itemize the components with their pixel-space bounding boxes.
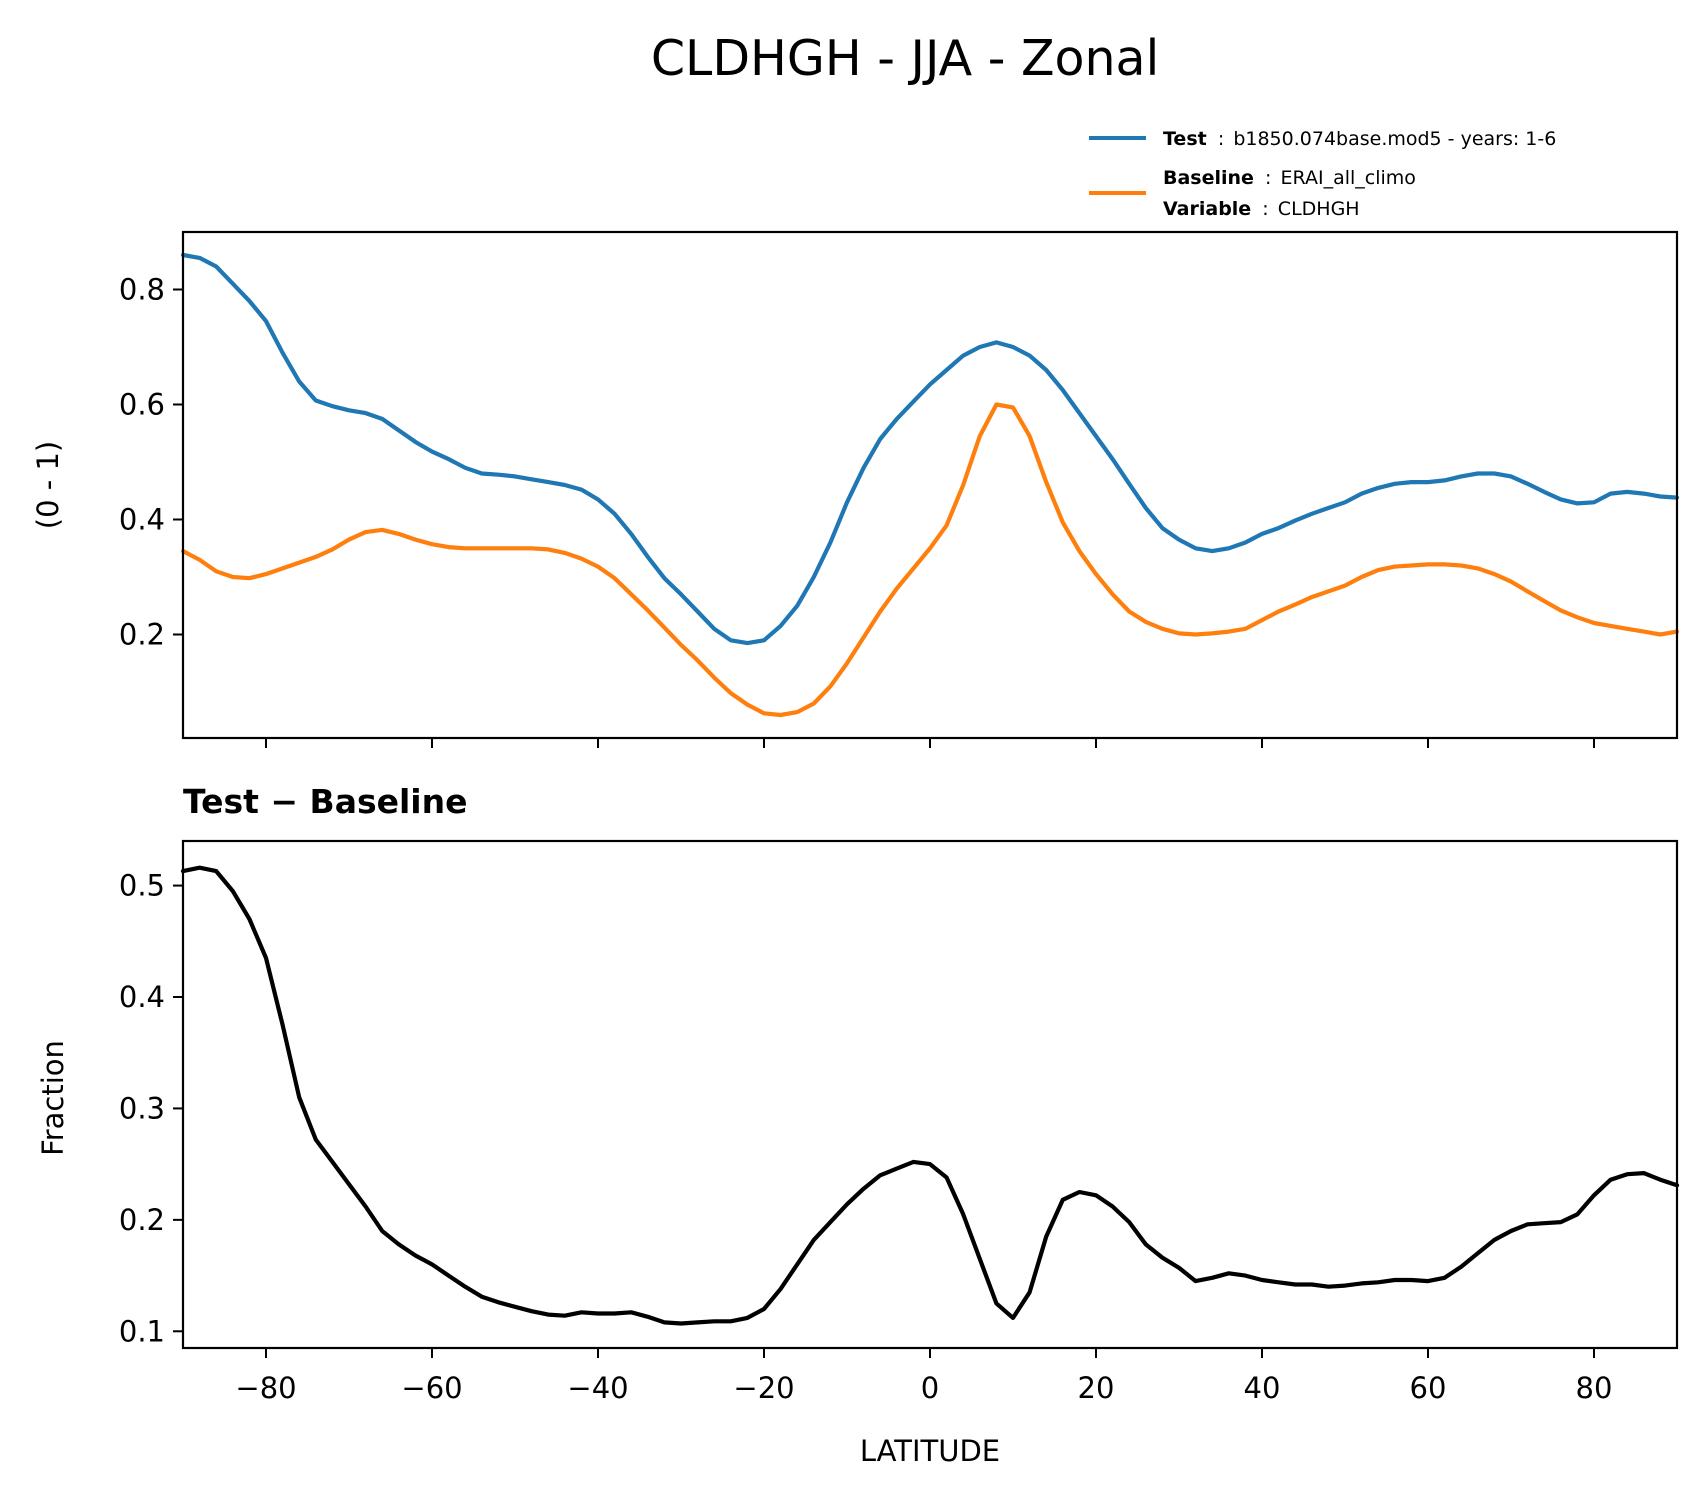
y-tick-label: 0.3 xyxy=(119,1091,165,1125)
legend-test-key: Test xyxy=(1163,128,1207,150)
bottom-series-layer xyxy=(180,865,1680,1326)
figure-title: CLDHGH - JJA - Zonal xyxy=(651,30,1159,87)
bottom-x-axis: −80 −60 −40 −20 0 20 40 60 80 xyxy=(235,1348,1612,1405)
difference-panel-title: Test − Baseline xyxy=(183,782,468,821)
x-tick-label: −60 xyxy=(401,1371,462,1405)
legend-baseline-separator: : xyxy=(1265,167,1271,189)
legend-variable-key: Variable xyxy=(1163,198,1251,220)
series-line-test xyxy=(180,252,1680,646)
y-tick-label: 0.1 xyxy=(119,1314,165,1348)
x-tick-label: −20 xyxy=(733,1371,794,1405)
legend-baseline-value: ERAI_all_climo xyxy=(1281,167,1416,189)
legend-baseline-entry: Baseline : ERAI_all_climo xyxy=(1163,167,1416,189)
x-tick-label: −80 xyxy=(235,1371,296,1405)
top-x-axis xyxy=(265,738,1595,748)
top-y-axis: 0.2 0.4 0.6 0.8 xyxy=(119,273,183,652)
legend-test-separator: : xyxy=(1218,128,1224,150)
y-tick-label: 0.4 xyxy=(119,503,165,537)
legend: Test : b1850.074base.mod5 - years: 1-6 B… xyxy=(1089,128,1556,220)
series-line-test-baseline xyxy=(180,865,1680,1326)
top-panel: 0.2 0.4 0.6 0.8 (0 - 1) xyxy=(31,230,1680,748)
x-axis-label: LATITUDE xyxy=(860,1434,1000,1468)
y-tick-label: 0.5 xyxy=(119,869,165,903)
top-series-layer xyxy=(180,252,1680,718)
top-y-axis-label: (0 - 1) xyxy=(31,441,65,529)
x-tick-label: 0 xyxy=(921,1371,939,1405)
x-tick-label: 40 xyxy=(1244,1371,1281,1405)
y-tick-label: 0.2 xyxy=(119,1203,165,1237)
legend-baseline-key: Baseline xyxy=(1163,167,1254,189)
y-tick-label: 0.6 xyxy=(119,388,165,422)
x-tick-label: 20 xyxy=(1078,1371,1115,1405)
bottom-y-axis: 0.1 0.2 0.3 0.4 0.5 xyxy=(119,869,183,1348)
y-tick-label: 0.4 xyxy=(119,980,165,1014)
legend-variable-entry: Variable : CLDHGH xyxy=(1163,198,1360,220)
x-tick-label: 80 xyxy=(1576,1371,1613,1405)
bottom-panel: Test − Baseline 0.1 0.2 0.3 0.4 0.5 −80 −60 −4… xyxy=(36,782,1680,1468)
y-tick-label: 0.2 xyxy=(119,618,165,652)
bottom-y-axis-label: Fraction xyxy=(36,1040,70,1156)
legend-variable-separator: : xyxy=(1262,198,1268,220)
legend-test-value: b1850.074base.mod5 - years: 1-6 xyxy=(1233,128,1556,150)
x-tick-label: −40 xyxy=(567,1371,628,1405)
y-tick-label: 0.8 xyxy=(119,273,165,307)
series-line-baseline xyxy=(180,402,1680,718)
legend-variable-value: CLDHGH xyxy=(1278,198,1360,220)
x-tick-label: 60 xyxy=(1410,1371,1447,1405)
legend-test-entry: Test : b1850.074base.mod5 - years: 1-6 xyxy=(1163,128,1556,150)
